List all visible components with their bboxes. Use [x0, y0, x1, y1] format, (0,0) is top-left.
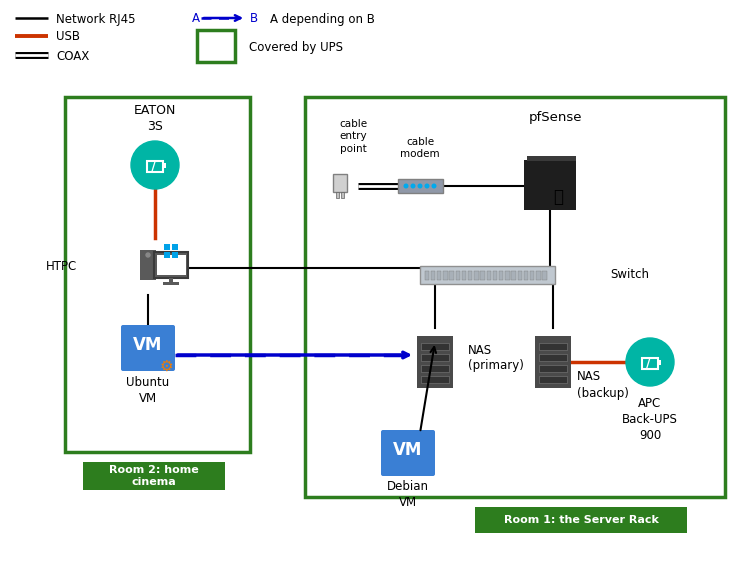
- Bar: [419, 266, 554, 284]
- Bar: [83, 462, 225, 490]
- Bar: [424, 271, 429, 280]
- Text: EATON
3S: EATON 3S: [134, 104, 176, 133]
- Bar: [539, 376, 567, 383]
- Text: Covered by UPS: Covered by UPS: [249, 42, 343, 54]
- Text: COAX: COAX: [56, 50, 89, 62]
- Bar: [527, 156, 576, 161]
- Bar: [499, 271, 504, 280]
- FancyBboxPatch shape: [121, 325, 175, 371]
- Text: cable
modem: cable modem: [400, 137, 440, 159]
- Bar: [431, 271, 435, 280]
- Bar: [493, 271, 497, 280]
- Bar: [341, 192, 344, 198]
- Bar: [164, 244, 170, 251]
- Text: VM: VM: [133, 336, 163, 354]
- Text: 🔥: 🔥: [553, 188, 563, 206]
- Bar: [421, 354, 449, 361]
- Bar: [157, 255, 185, 275]
- Bar: [512, 271, 516, 280]
- Text: cable
entry
point: cable entry point: [339, 119, 367, 154]
- Bar: [523, 271, 528, 280]
- Bar: [535, 336, 571, 388]
- Bar: [530, 271, 534, 280]
- Bar: [437, 271, 441, 280]
- Bar: [172, 252, 177, 257]
- Bar: [539, 343, 567, 350]
- Bar: [147, 161, 163, 172]
- Bar: [487, 271, 491, 280]
- Bar: [65, 97, 250, 452]
- Bar: [172, 244, 177, 251]
- Bar: [474, 271, 479, 280]
- Bar: [154, 252, 188, 278]
- Bar: [336, 192, 339, 198]
- Text: /: /: [151, 160, 155, 173]
- Circle shape: [432, 184, 436, 188]
- Bar: [480, 271, 485, 280]
- Text: ⚙: ⚙: [159, 359, 173, 374]
- Text: Debian
VM: Debian VM: [387, 480, 429, 510]
- Bar: [539, 365, 567, 372]
- Bar: [517, 271, 522, 280]
- Bar: [421, 376, 449, 383]
- Bar: [542, 271, 547, 280]
- Bar: [140, 250, 156, 280]
- Circle shape: [411, 184, 415, 188]
- Bar: [417, 336, 453, 388]
- Text: Switch: Switch: [610, 268, 649, 281]
- Text: APC
Back-UPS
900: APC Back-UPS 900: [622, 397, 678, 442]
- Text: /: /: [646, 357, 650, 370]
- Text: Network RJ45: Network RJ45: [56, 13, 136, 26]
- Bar: [333, 174, 347, 192]
- Text: pfSense: pfSense: [528, 110, 582, 124]
- Text: Room 1: the Server Rack: Room 1: the Server Rack: [504, 515, 658, 525]
- Bar: [468, 271, 472, 280]
- Bar: [163, 163, 166, 168]
- Bar: [475, 507, 687, 533]
- Bar: [536, 271, 541, 280]
- Bar: [658, 360, 660, 365]
- FancyBboxPatch shape: [381, 430, 435, 476]
- Circle shape: [404, 184, 408, 188]
- Text: Ubuntu
VM: Ubuntu VM: [126, 375, 169, 404]
- Text: A: A: [192, 13, 200, 26]
- Text: HTPC: HTPC: [45, 260, 77, 273]
- Bar: [505, 271, 509, 280]
- Circle shape: [425, 184, 429, 188]
- Bar: [397, 179, 443, 193]
- Text: USB: USB: [56, 30, 80, 43]
- Bar: [642, 358, 658, 368]
- Text: A depending on B: A depending on B: [270, 13, 375, 26]
- Bar: [455, 271, 460, 280]
- Bar: [539, 354, 567, 361]
- Bar: [524, 160, 576, 210]
- Text: NAS
(primary): NAS (primary): [468, 344, 524, 372]
- Bar: [197, 30, 235, 62]
- Text: B: B: [250, 13, 258, 26]
- Bar: [449, 271, 454, 280]
- Bar: [169, 278, 173, 283]
- Circle shape: [146, 253, 150, 257]
- Bar: [421, 343, 449, 350]
- Bar: [421, 365, 449, 372]
- Bar: [305, 97, 725, 497]
- Bar: [164, 252, 170, 257]
- Circle shape: [131, 141, 179, 189]
- Bar: [443, 271, 448, 280]
- Bar: [163, 282, 179, 285]
- Text: VM: VM: [394, 441, 423, 459]
- Circle shape: [419, 184, 421, 188]
- Text: Room 2: home
cinema: Room 2: home cinema: [109, 465, 199, 487]
- Text: NAS
(backup): NAS (backup): [577, 371, 629, 399]
- Circle shape: [626, 338, 674, 386]
- Bar: [462, 271, 466, 280]
